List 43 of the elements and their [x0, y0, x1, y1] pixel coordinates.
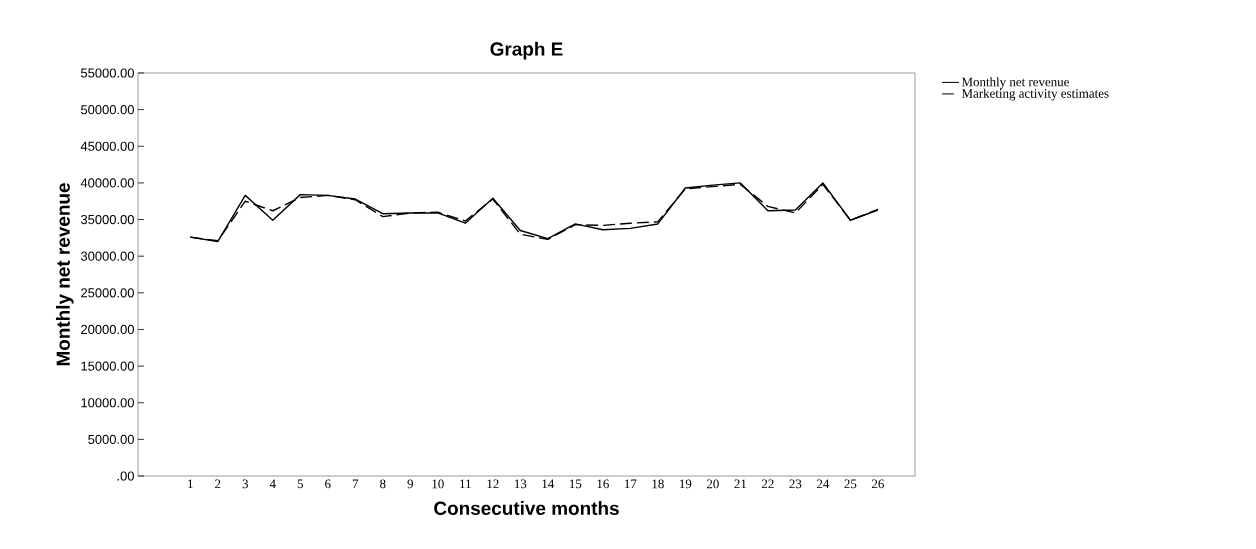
y-tick-label: 55000.00	[80, 68, 134, 78]
legend-label: Monthly net revenue	[961, 77, 1069, 89]
x-tick-label: 9	[407, 479, 413, 489]
y-tick-label: 5000.00	[88, 434, 134, 444]
y-axis-title: Monthly net revenue	[55, 183, 74, 366]
y-tick-label: 40000.00	[80, 178, 134, 188]
y-tick-label: 25000.00	[81, 288, 134, 298]
x-tick-label: 25	[844, 479, 857, 489]
x-tick-label: 26	[871, 479, 884, 489]
x-tick-label: 3	[242, 479, 248, 489]
x-tick-label: 17	[625, 479, 637, 489]
x-tick-label: 13	[514, 479, 527, 489]
x-tick-label: 4	[269, 479, 276, 489]
x-tick-label: 2	[215, 479, 221, 489]
y-tick-label: 35000.00	[80, 214, 134, 225]
chart-title: Graph E	[490, 41, 563, 60]
y-tick-label: 15000.00	[81, 361, 134, 371]
x-tick-label: 22	[761, 479, 774, 489]
x-tick-label: 12	[487, 479, 499, 489]
x-tick-label: 15	[569, 479, 582, 489]
x-tick-label: 6	[325, 479, 331, 489]
x-tick-label: 10	[432, 479, 444, 489]
y-tick-label: .00	[117, 471, 134, 481]
x-tick-label: 5	[297, 479, 304, 489]
x-tick-label: 23	[789, 479, 802, 489]
x-tick-label: 7	[352, 479, 359, 488]
x-tick-label: 21	[734, 479, 747, 489]
y-tick-label: 30000.00	[80, 251, 134, 261]
x-axis-title: Consecutive months	[434, 501, 619, 515]
y-tick-label: 45000.00	[80, 141, 134, 151]
legend-label: Marketing activity estimates	[961, 88, 1109, 101]
y-tick-label: 10000.00	[81, 398, 134, 408]
x-tick-label: 19	[680, 479, 692, 489]
y-tick-label: 20000.00	[81, 324, 134, 335]
y-tick-label: 50000.00	[80, 105, 134, 115]
x-tick-label: 1	[188, 479, 193, 489]
x-tick-label: 8	[380, 479, 386, 489]
x-tick-label: 11	[460, 479, 471, 489]
x-tick-label: 14	[542, 479, 555, 489]
x-tick-label: 16	[597, 479, 609, 489]
x-tick-label: 20	[706, 479, 719, 489]
x-tick-label: 24	[816, 479, 830, 489]
x-tick-label: 18	[652, 479, 664, 489]
